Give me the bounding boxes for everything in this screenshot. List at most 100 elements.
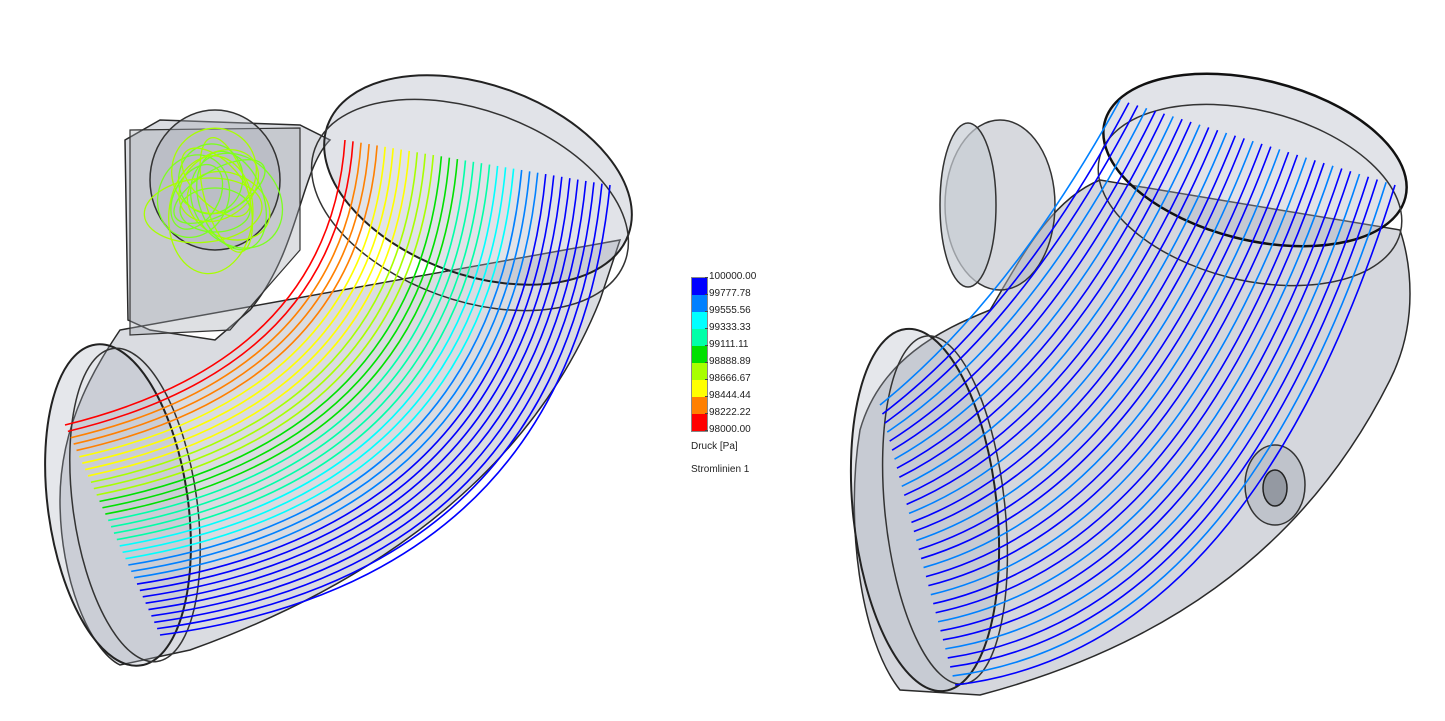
streamline	[82, 148, 394, 464]
streamline	[108, 160, 467, 522]
streamline	[937, 165, 1334, 623]
left-elbow-side-flange	[69, 347, 201, 663]
streamline	[99, 156, 443, 503]
streamline	[942, 171, 1352, 641]
streamline	[133, 172, 539, 579]
streamline	[73, 144, 370, 445]
right-elbow-sensor-hole	[1262, 469, 1288, 507]
legend-plot-name: Stromlinien 1	[691, 464, 750, 475]
streamline	[896, 118, 1183, 469]
color-band	[692, 329, 707, 346]
streamline	[105, 159, 459, 515]
streamline	[116, 164, 491, 541]
left-elbow-model	[44, 74, 633, 667]
streamline	[911, 135, 1237, 524]
streamline	[923, 149, 1281, 569]
streamline	[940, 168, 1343, 632]
streamline	[67, 141, 354, 433]
color-band	[692, 346, 707, 363]
streamline	[903, 127, 1210, 497]
streamline	[70, 142, 362, 439]
streamline	[889, 110, 1157, 442]
streamline	[933, 160, 1316, 605]
streamline	[908, 132, 1228, 515]
streamline	[148, 179, 579, 611]
streamline	[93, 153, 427, 490]
right-elbow-top-flange	[1097, 103, 1403, 287]
streamline	[913, 138, 1245, 533]
streamline	[87, 150, 411, 477]
streamline	[96, 154, 435, 496]
right-elbow-model	[849, 72, 1411, 696]
legend-quantity-label: Druck [Pa]	[691, 441, 738, 452]
streamline	[119, 165, 499, 547]
streamline	[881, 102, 1130, 415]
legend-tick-label: 98888.89	[705, 356, 751, 367]
streamline	[113, 163, 483, 534]
left-elbow-small-inlet	[149, 109, 281, 251]
legend-tick-label: 99333.33	[705, 322, 751, 333]
streamline	[84, 149, 403, 471]
color-band	[692, 312, 707, 329]
streamline	[154, 182, 595, 624]
streamline	[884, 105, 1139, 424]
streamline	[157, 183, 603, 630]
streamline	[145, 178, 571, 604]
streamline	[950, 179, 1379, 668]
streamline	[125, 168, 515, 560]
streamline	[898, 121, 1192, 478]
streamline	[901, 124, 1201, 488]
right-streamlines	[879, 99, 1396, 686]
streamline	[947, 176, 1370, 659]
swirl-streamline	[170, 163, 224, 230]
swirl-streamline	[181, 147, 251, 218]
color-scale-bar	[691, 277, 708, 432]
left-recirculation-swirl	[143, 127, 284, 275]
swirl-streamline	[171, 127, 257, 215]
legend-tick-label: 98000.00	[705, 424, 751, 435]
streamline	[79, 146, 386, 458]
streamline	[142, 176, 563, 598]
streamline	[64, 139, 346, 426]
streamline	[935, 162, 1325, 614]
legend-tick-label: 100000.00	[704, 271, 757, 282]
streamline	[76, 145, 378, 452]
streamline	[906, 129, 1219, 506]
streamline	[894, 116, 1174, 460]
streamline	[920, 146, 1272, 560]
streamline	[136, 174, 547, 585]
streamline	[879, 99, 1121, 406]
streamline	[151, 180, 587, 617]
color-band	[692, 363, 707, 380]
swirl-streamline	[189, 152, 284, 249]
legend-tick-label: 99555.56	[705, 305, 751, 316]
streamline	[159, 184, 611, 636]
legend-tick-label: 98444.44	[705, 390, 751, 401]
legend-tick-label: 99111.11	[704, 339, 749, 350]
color-band	[692, 380, 707, 397]
legend-tick-label: 98222.22	[705, 407, 751, 418]
swirl-streamline	[143, 177, 263, 244]
legend-tick-label: 99777.78	[705, 288, 751, 299]
streamline	[952, 182, 1387, 677]
color-band	[692, 295, 707, 312]
streamline	[954, 184, 1396, 686]
streamline	[139, 175, 555, 592]
right-elbow-small-inlet-face	[939, 122, 997, 288]
streamline	[122, 167, 507, 554]
streamline	[928, 154, 1299, 587]
swirl-streamline	[179, 187, 251, 233]
streamline	[102, 157, 451, 509]
streamline	[945, 173, 1361, 650]
left-elbow-top-flange	[310, 98, 630, 312]
color-band	[692, 278, 707, 295]
swirl-streamline	[168, 155, 254, 275]
streamline	[131, 171, 531, 573]
swirl-streamline	[173, 159, 266, 224]
streamline	[886, 107, 1148, 433]
streamline	[925, 151, 1290, 578]
legend-tick-label: 98666.67	[705, 373, 751, 384]
streamline	[918, 143, 1263, 551]
swirl-streamline	[178, 148, 260, 223]
